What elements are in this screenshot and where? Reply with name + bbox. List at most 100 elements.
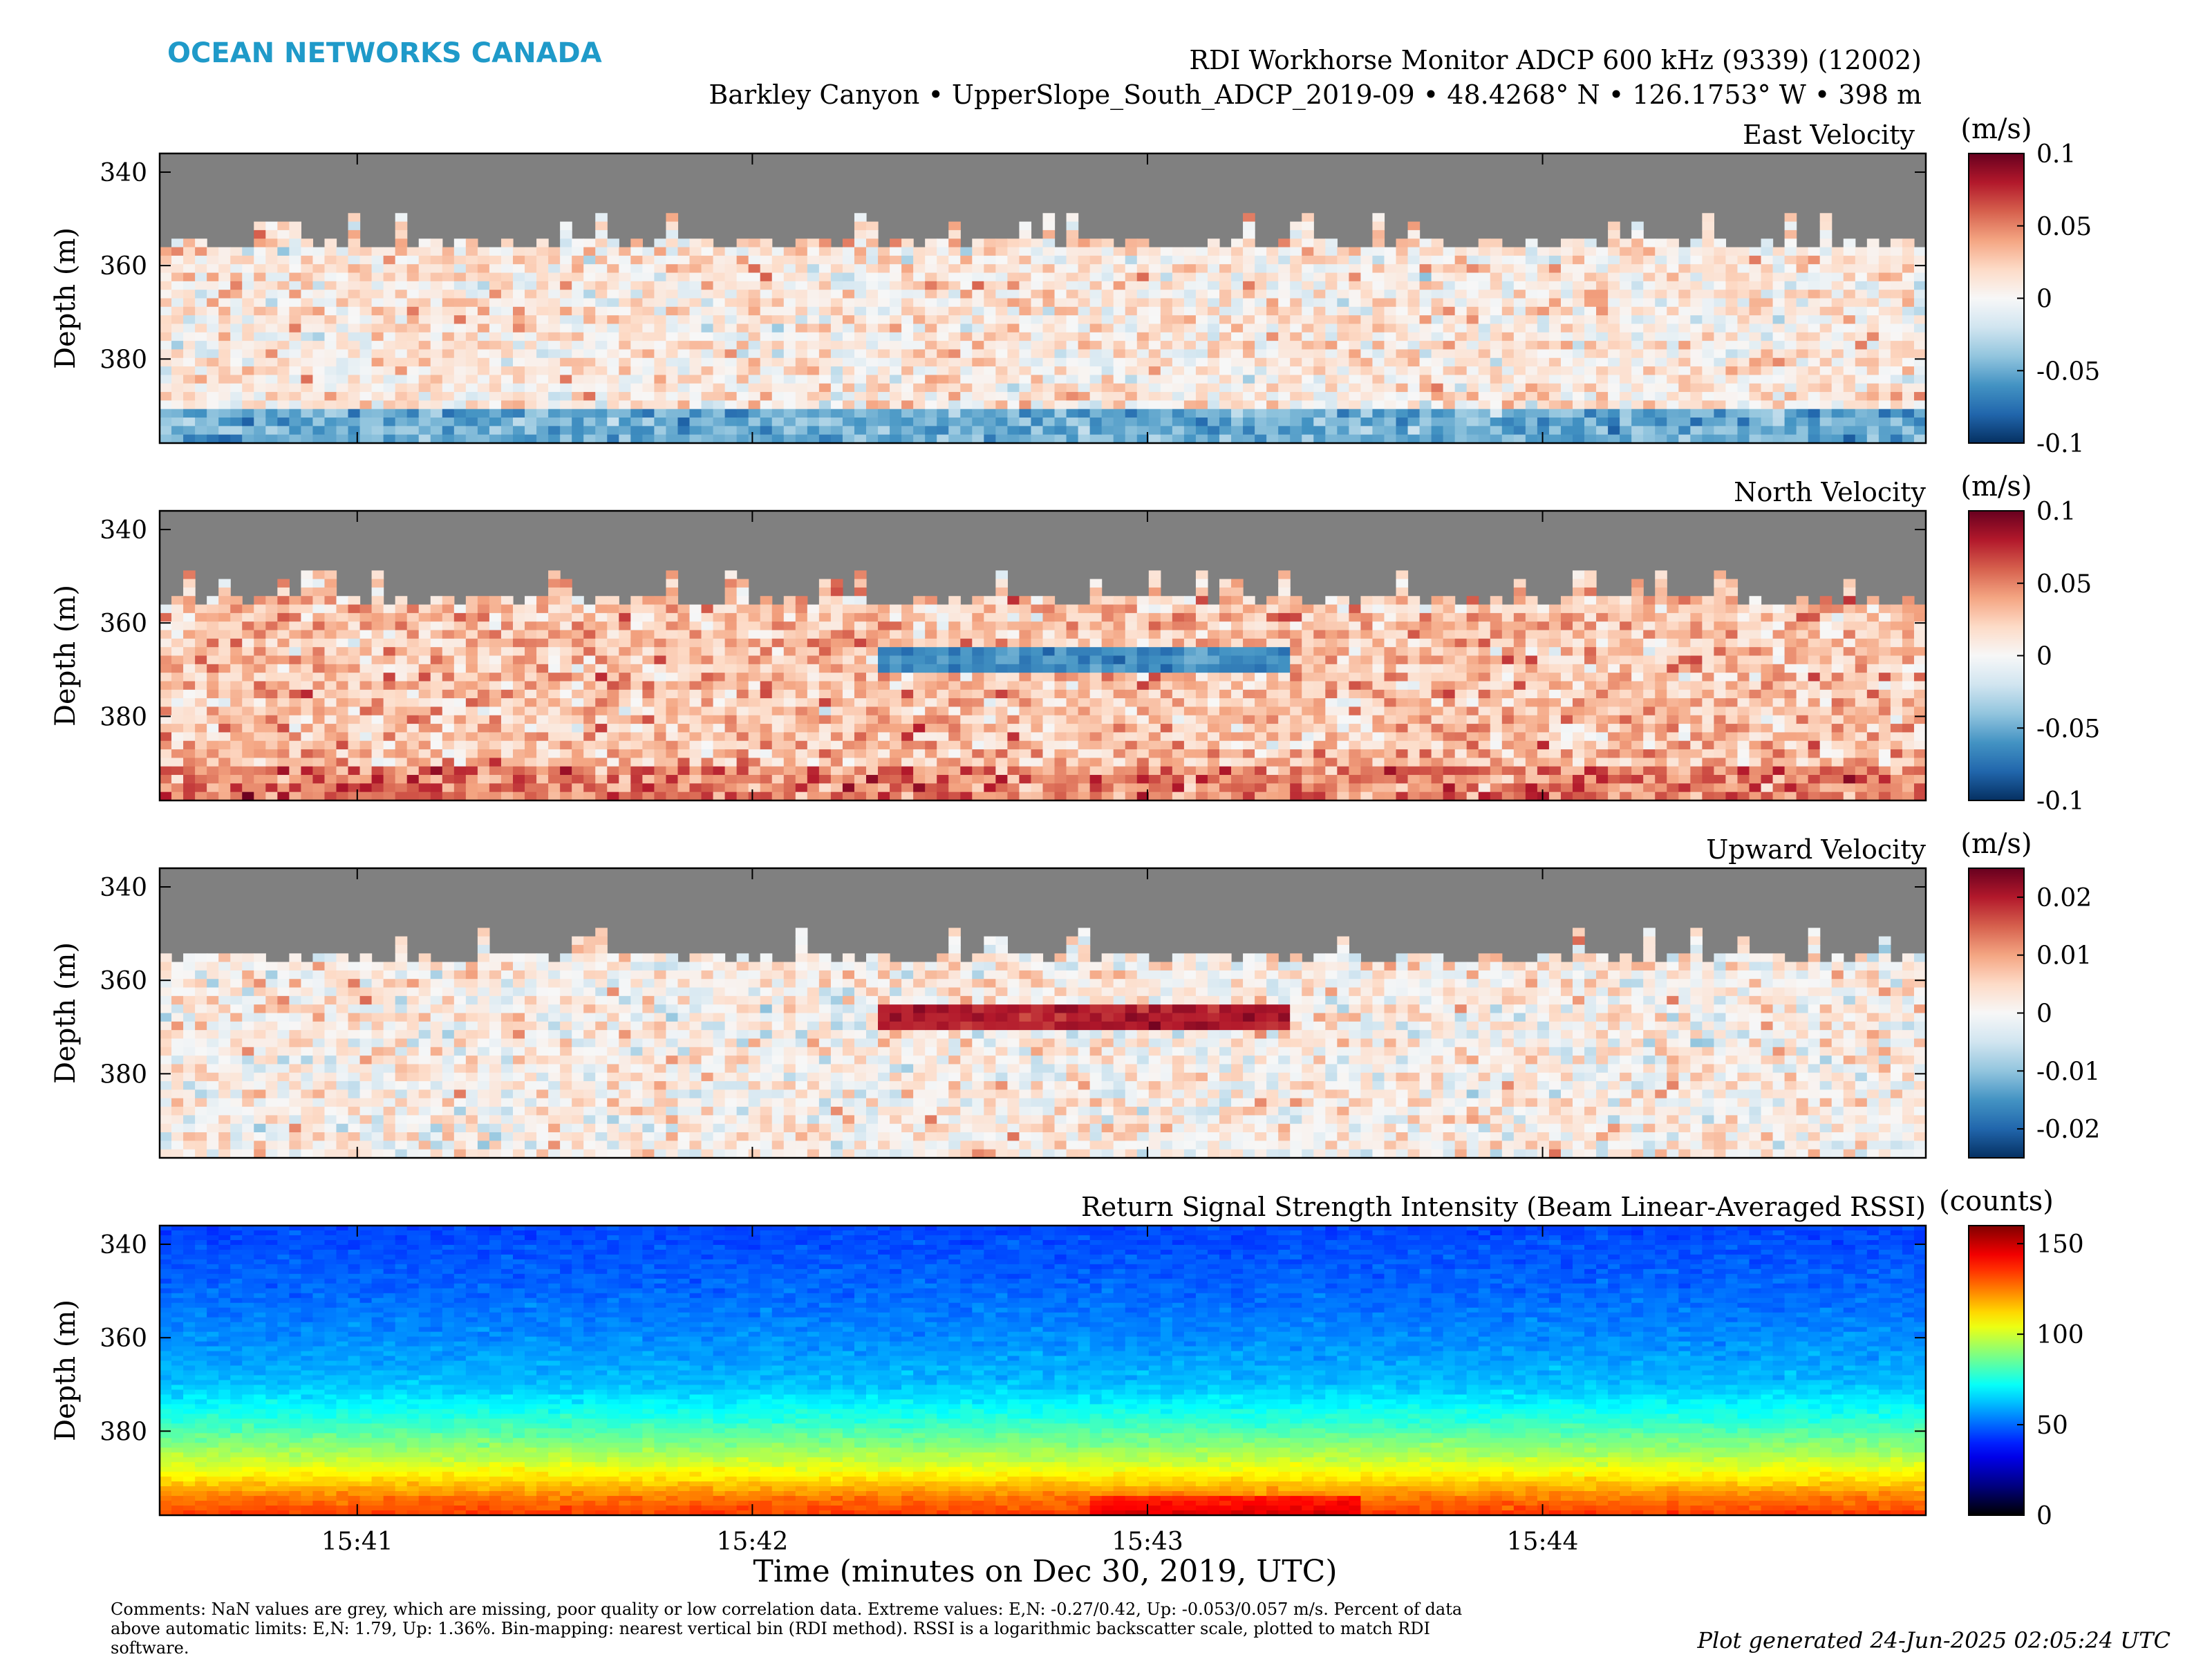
- heatmap-cell: [1690, 434, 1703, 443]
- heatmap-cell: [289, 724, 301, 733]
- heatmap-cell: [1031, 315, 1044, 325]
- heatmap-cell: [642, 341, 655, 350]
- heatmap-cell: [312, 341, 326, 350]
- heatmap-cell: [783, 621, 796, 631]
- heatmap-cell: [1148, 349, 1161, 359]
- heatmap-cell: [771, 724, 785, 733]
- heatmap-cell: [1360, 247, 1374, 256]
- heatmap-cell: [572, 664, 584, 673]
- heatmap-cell: [901, 306, 914, 316]
- heatmap-cell: [1725, 315, 1738, 325]
- heatmap-cell: [1337, 409, 1349, 418]
- heatmap-cell: [913, 341, 926, 350]
- heatmap-cell: [230, 366, 243, 376]
- heatmap-cell: [242, 434, 254, 443]
- heatmap-cell: [430, 409, 443, 418]
- heatmap-cell: [1643, 357, 1656, 367]
- heatmap-cell: [383, 341, 396, 350]
- heatmap-cell: [748, 341, 761, 350]
- colorbar-tick-label: -0.05: [2036, 357, 2100, 386]
- heatmap-cell: [336, 392, 349, 401]
- heatmap-cell: [477, 341, 490, 350]
- heatmap-cell: [713, 306, 726, 316]
- heatmap-cell: [207, 647, 219, 657]
- heatmap-cell: [1125, 375, 1138, 384]
- heatmap-cell: [713, 272, 726, 282]
- heatmap-cell: [1407, 383, 1421, 393]
- heatmap-cell: [218, 647, 231, 657]
- heatmap-cell: [677, 238, 691, 248]
- heatmap-cell: [1643, 255, 1656, 265]
- heatmap-cell: [536, 255, 549, 265]
- heatmap-cell: [430, 264, 443, 274]
- heatmap-cell: [536, 426, 549, 435]
- heatmap-cell: [1054, 306, 1067, 316]
- heatmap-cell: [500, 383, 514, 393]
- heatmap-cell: [866, 426, 879, 435]
- heatmap-cell: [1749, 418, 1762, 427]
- heatmap-cell: [1525, 392, 1538, 401]
- heatmap-cell: [1419, 272, 1432, 282]
- heatmap-cell: [1560, 290, 1573, 299]
- heatmap-cell: [183, 324, 196, 333]
- heatmap-cell: [1501, 392, 1515, 401]
- heatmap-cell: [795, 673, 808, 682]
- heatmap-cell: [183, 418, 196, 427]
- heatmap-cell: [1902, 426, 1915, 435]
- heatmap-cell: [1454, 392, 1468, 401]
- heatmap-cell: [677, 366, 691, 376]
- heatmap-cell: [171, 315, 184, 325]
- heatmap-cell: [218, 281, 231, 290]
- heatmap-cell: [218, 655, 231, 665]
- heatmap-cell: [937, 409, 949, 418]
- heatmap-cell: [1302, 434, 1314, 443]
- heatmap-cell: [1372, 290, 1385, 299]
- heatmap-cell: [1796, 409, 1809, 418]
- heatmap-cell: [795, 357, 808, 367]
- heatmap-cell: [1690, 306, 1703, 316]
- heatmap-cell: [677, 332, 691, 341]
- heatmap-cell: [630, 612, 643, 622]
- heatmap-cell: [1478, 238, 1491, 248]
- heatmap-cell: [1313, 434, 1326, 443]
- heatmap-cell: [1089, 324, 1103, 333]
- heatmap-cell: [195, 732, 207, 742]
- heatmap-cell: [430, 724, 443, 733]
- heatmap-cell: [619, 341, 631, 350]
- heatmap-cell: [1890, 383, 1903, 393]
- heatmap-cell: [1749, 281, 1762, 290]
- heatmap-cell: [418, 766, 431, 776]
- heatmap-cell: [500, 418, 514, 427]
- heatmap-cell: [1231, 332, 1244, 341]
- heatmap-cell: [960, 409, 973, 418]
- heatmap-cell: [925, 375, 937, 384]
- heatmap-cell: [1878, 392, 1891, 401]
- heatmap-cell: [1796, 375, 1809, 384]
- heatmap-cell: [1643, 418, 1656, 427]
- heatmap-cell: [477, 400, 490, 410]
- heatmap-cell: [1667, 366, 1679, 376]
- heatmap-cell: [1466, 409, 1479, 418]
- heatmap-cell: [371, 298, 384, 308]
- heatmap-cell: [1148, 272, 1161, 282]
- heatmap-cell: [183, 596, 196, 606]
- heatmap-cell: [724, 255, 738, 265]
- heatmap-cell: [595, 434, 608, 443]
- heatmap-cell: [171, 655, 184, 665]
- heatmap-cell: [760, 341, 773, 350]
- heatmap-cell: [477, 392, 490, 401]
- heatmap-cell: [1490, 238, 1503, 248]
- heatmap-cell: [560, 630, 572, 639]
- heatmap-cell: [336, 638, 349, 648]
- heatmap-cell: [348, 664, 361, 673]
- heatmap-cell: [1407, 375, 1421, 384]
- heatmap-cell: [937, 434, 949, 443]
- heatmap-cell: [1396, 332, 1409, 341]
- heatmap-cell: [1089, 255, 1103, 265]
- heatmap-cell: [654, 357, 667, 367]
- heatmap-cell: [525, 766, 537, 776]
- heatmap-cell: [842, 332, 855, 341]
- heatmap-cell: [713, 341, 726, 350]
- heatmap-cell: [619, 349, 631, 359]
- heatmap-cell: [1761, 255, 1774, 265]
